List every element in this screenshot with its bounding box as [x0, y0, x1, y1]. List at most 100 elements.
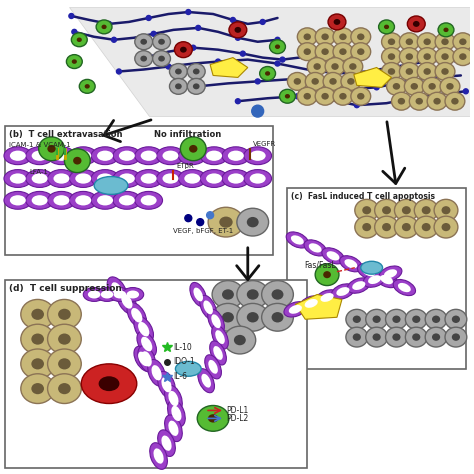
Circle shape — [151, 31, 156, 36]
Ellipse shape — [316, 290, 338, 305]
Ellipse shape — [138, 322, 149, 337]
Ellipse shape — [222, 289, 234, 300]
Ellipse shape — [311, 78, 319, 85]
Ellipse shape — [47, 300, 81, 329]
Ellipse shape — [158, 55, 165, 62]
Ellipse shape — [320, 293, 334, 302]
Ellipse shape — [122, 288, 144, 301]
Ellipse shape — [380, 275, 393, 284]
Ellipse shape — [386, 77, 406, 95]
Ellipse shape — [351, 28, 371, 46]
Ellipse shape — [229, 22, 247, 38]
Ellipse shape — [83, 288, 105, 301]
Circle shape — [185, 215, 192, 222]
Ellipse shape — [321, 48, 329, 55]
Ellipse shape — [379, 266, 402, 282]
Ellipse shape — [158, 430, 175, 456]
Ellipse shape — [121, 294, 132, 309]
Ellipse shape — [452, 333, 460, 341]
Ellipse shape — [237, 303, 269, 331]
Ellipse shape — [175, 83, 182, 89]
Ellipse shape — [119, 195, 135, 205]
Ellipse shape — [101, 25, 107, 29]
Ellipse shape — [131, 308, 142, 323]
Ellipse shape — [453, 33, 473, 51]
Ellipse shape — [200, 170, 228, 187]
Ellipse shape — [141, 337, 152, 351]
Ellipse shape — [127, 302, 146, 328]
Ellipse shape — [77, 37, 82, 42]
Ellipse shape — [414, 200, 438, 221]
Ellipse shape — [32, 195, 47, 205]
Ellipse shape — [382, 48, 401, 65]
Ellipse shape — [135, 191, 163, 209]
Text: ETβR: ETβR — [176, 163, 194, 169]
Ellipse shape — [47, 374, 81, 403]
Ellipse shape — [315, 87, 335, 105]
Ellipse shape — [352, 281, 365, 290]
Ellipse shape — [392, 333, 401, 341]
Ellipse shape — [388, 38, 395, 45]
Circle shape — [196, 26, 201, 30]
Ellipse shape — [97, 151, 113, 161]
Circle shape — [146, 54, 151, 59]
Ellipse shape — [434, 200, 458, 221]
Ellipse shape — [168, 391, 179, 406]
Ellipse shape — [343, 58, 363, 75]
Ellipse shape — [433, 98, 441, 105]
FancyBboxPatch shape — [5, 126, 273, 255]
Ellipse shape — [244, 147, 272, 164]
Ellipse shape — [428, 83, 436, 90]
Ellipse shape — [91, 147, 119, 164]
Ellipse shape — [452, 316, 460, 323]
Ellipse shape — [333, 43, 353, 61]
Circle shape — [275, 37, 280, 42]
Ellipse shape — [351, 43, 371, 61]
Ellipse shape — [138, 352, 149, 366]
Ellipse shape — [47, 145, 56, 153]
Ellipse shape — [297, 43, 317, 61]
Ellipse shape — [81, 364, 137, 403]
Ellipse shape — [119, 151, 135, 161]
Ellipse shape — [26, 147, 54, 164]
Ellipse shape — [96, 20, 112, 34]
Circle shape — [275, 61, 280, 66]
Ellipse shape — [184, 173, 200, 183]
Ellipse shape — [392, 92, 411, 110]
Ellipse shape — [156, 170, 184, 187]
Circle shape — [117, 69, 121, 74]
Ellipse shape — [297, 87, 317, 105]
Ellipse shape — [346, 327, 368, 347]
Ellipse shape — [362, 206, 371, 214]
Circle shape — [196, 84, 201, 89]
Ellipse shape — [101, 291, 113, 299]
Ellipse shape — [21, 300, 55, 329]
Polygon shape — [354, 67, 392, 87]
Ellipse shape — [21, 374, 55, 403]
Text: VEGF, bFGF, ET-1: VEGF, bFGF, ET-1 — [173, 228, 234, 234]
Ellipse shape — [305, 73, 325, 91]
Ellipse shape — [215, 330, 225, 344]
Ellipse shape — [244, 170, 272, 187]
Ellipse shape — [425, 310, 447, 329]
Ellipse shape — [305, 299, 318, 308]
Ellipse shape — [164, 415, 182, 442]
Ellipse shape — [26, 191, 54, 209]
Circle shape — [236, 35, 240, 40]
Ellipse shape — [339, 34, 346, 40]
Ellipse shape — [435, 63, 455, 81]
Ellipse shape — [423, 53, 431, 60]
Ellipse shape — [363, 272, 386, 287]
Ellipse shape — [158, 39, 165, 45]
Ellipse shape — [47, 147, 75, 164]
Ellipse shape — [331, 284, 355, 299]
Ellipse shape — [382, 33, 401, 51]
Circle shape — [280, 57, 285, 62]
Ellipse shape — [200, 295, 217, 319]
Ellipse shape — [141, 151, 156, 161]
Ellipse shape — [111, 282, 123, 297]
Ellipse shape — [135, 170, 163, 187]
Ellipse shape — [113, 191, 141, 209]
Ellipse shape — [198, 369, 214, 393]
Ellipse shape — [412, 316, 420, 323]
